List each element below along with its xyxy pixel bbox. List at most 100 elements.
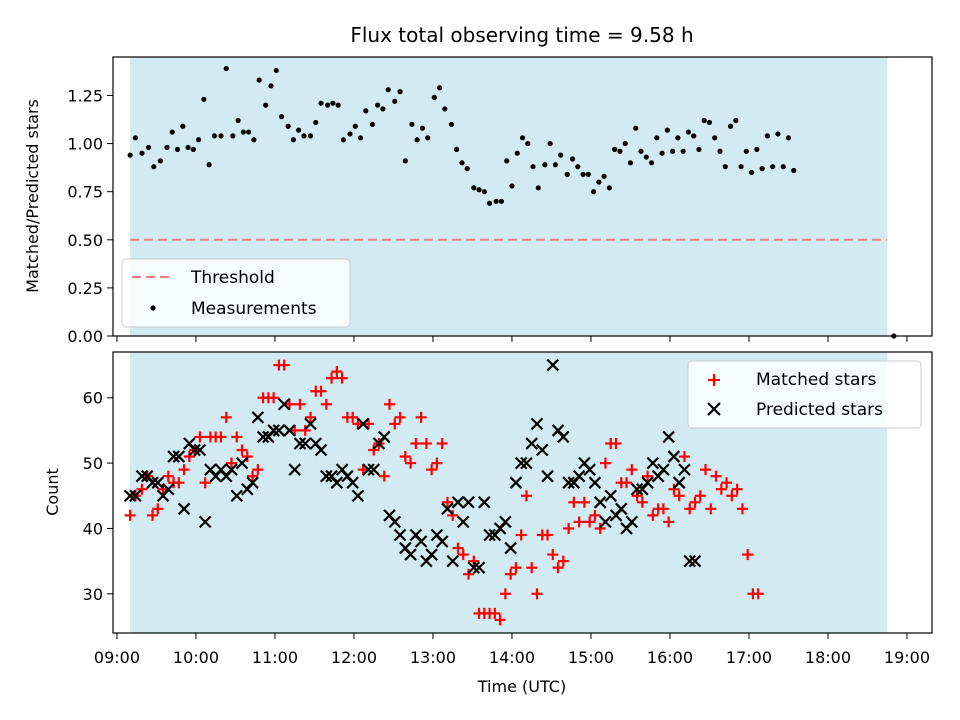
matched-star-point xyxy=(736,503,748,515)
predicted-star-point xyxy=(146,476,159,489)
predicted-star-point xyxy=(630,482,644,496)
measurement-point xyxy=(648,160,655,166)
measurement-point xyxy=(535,185,541,191)
predicted-star-point xyxy=(688,554,702,568)
matched-star-point xyxy=(378,470,390,482)
predicted-star-point xyxy=(188,443,201,457)
matched-star-point xyxy=(347,411,359,423)
bottom-x-tick-label: 16:00 xyxy=(647,648,693,667)
measurement-point xyxy=(164,144,170,151)
predicted-star-point xyxy=(246,476,259,489)
matched-star-point xyxy=(278,359,290,371)
matched-star-point xyxy=(289,424,301,436)
measurement-point xyxy=(791,167,797,174)
matched-star-point xyxy=(283,398,295,410)
top-axes: Flux total observing time = 9.58 h 0.000… xyxy=(23,23,933,346)
bottom-y-tick-label: 30 xyxy=(83,585,103,604)
predicted-star-point xyxy=(614,502,628,516)
bottom-x-tick-label: 19:00 xyxy=(884,648,930,667)
predicted-star-point xyxy=(625,515,639,529)
matched-star-point xyxy=(610,437,622,449)
predicted-star-point xyxy=(678,463,691,476)
measurement-point xyxy=(409,121,415,127)
top-y-tick-label: 0.75 xyxy=(67,183,103,202)
matched-star-point xyxy=(573,516,585,528)
matched-star-point xyxy=(499,588,511,600)
measurement-point xyxy=(691,133,697,139)
top-x-ticks xyxy=(116,336,908,342)
measurement-point xyxy=(151,164,157,170)
bottom-x-tick-label: 13:00 xyxy=(410,648,456,667)
predicted-star-point xyxy=(530,417,544,431)
measurement-point xyxy=(256,77,262,83)
predicted-star-point xyxy=(657,463,670,476)
predicted-star-point xyxy=(483,528,496,542)
predicted-star-point xyxy=(520,456,533,470)
measurement-point xyxy=(633,125,639,131)
measurement-point xyxy=(785,135,792,141)
measurement-point xyxy=(392,98,398,104)
matched-star-point xyxy=(405,457,417,469)
measurement-point xyxy=(375,102,381,108)
legend-measurements-swatch xyxy=(150,305,156,311)
measurement-point xyxy=(675,135,681,141)
matched-star-point xyxy=(152,503,164,515)
matched-star-point xyxy=(173,477,185,489)
matched-star-point xyxy=(305,411,317,423)
top-y-tick-label: 0.25 xyxy=(67,279,103,298)
matched-star-point xyxy=(626,464,638,476)
measurement-point xyxy=(436,85,443,91)
measurement-point xyxy=(369,121,375,127)
top-legend-box xyxy=(121,258,351,328)
measurement-point xyxy=(169,129,175,135)
matched-star-point xyxy=(715,483,727,495)
matched-star-point xyxy=(678,451,690,463)
measurement-point xyxy=(380,106,386,112)
measurement-point xyxy=(464,166,470,172)
count-points xyxy=(123,358,764,626)
predicted-star-point xyxy=(351,489,365,503)
matched-star-point xyxy=(315,385,327,397)
measurement-point xyxy=(454,146,460,152)
bottom-y-label: Count xyxy=(43,468,62,516)
matched-star-point xyxy=(489,607,501,619)
measurement-point xyxy=(157,158,164,164)
bottom-x-tick-label: 11:00 xyxy=(252,648,298,667)
predicted-star-point xyxy=(572,469,586,483)
bottom-axes-frame xyxy=(112,351,933,634)
predicted-star-point xyxy=(451,496,465,509)
matched-star-point xyxy=(547,549,559,561)
matched-star-point xyxy=(726,490,738,502)
matched-star-point xyxy=(247,470,259,482)
predicted-star-point xyxy=(277,398,291,411)
predicted-star-point xyxy=(393,528,407,542)
matched-star-point xyxy=(510,562,522,574)
matched-star-point xyxy=(742,549,754,561)
measurement-point xyxy=(733,117,739,124)
matched-star-point xyxy=(520,490,532,502)
measurement-point xyxy=(357,135,364,141)
measurement-point xyxy=(493,198,499,204)
measurement-point xyxy=(476,187,482,193)
matched-star-point xyxy=(721,477,733,489)
measurement-point xyxy=(622,140,628,147)
matched-star-point xyxy=(568,496,580,508)
matched-star-point xyxy=(136,483,148,495)
bottom-x-tick-label: 14:00 xyxy=(489,648,535,667)
measurement-point xyxy=(223,65,229,72)
matched-star-point xyxy=(236,444,248,456)
matched-star-point xyxy=(399,451,411,463)
matched-star-point xyxy=(436,437,448,449)
matched-star-point xyxy=(394,411,406,423)
measurement-point xyxy=(712,135,718,141)
matched-star-point xyxy=(542,529,554,541)
measurement-point xyxy=(448,121,454,127)
matched-star-point xyxy=(252,464,264,476)
measurement-point xyxy=(318,100,324,106)
predicted-star-point xyxy=(467,561,481,574)
matched-star-point xyxy=(457,549,469,561)
matched-star-point xyxy=(299,424,311,436)
legend-predicted-label: Predicted stars xyxy=(756,400,883,420)
matched-star-point xyxy=(589,509,601,521)
matched-star-point xyxy=(594,522,606,534)
